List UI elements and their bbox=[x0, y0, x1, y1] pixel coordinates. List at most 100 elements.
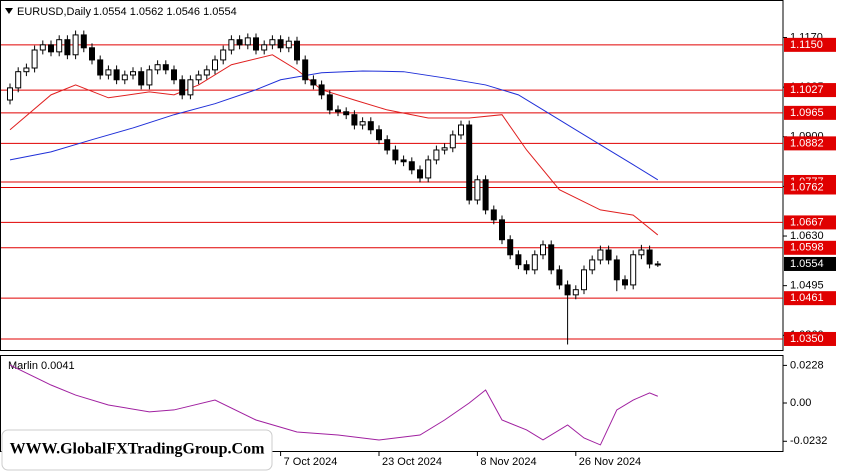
level-label: 1.0965 bbox=[790, 107, 824, 119]
candle-body bbox=[154, 64, 161, 71]
candle-body bbox=[408, 161, 415, 171]
candle-body bbox=[138, 71, 145, 86]
candle-body bbox=[581, 269, 587, 291]
watermark: WWW.GlobalFXTradingGroup.Com bbox=[10, 441, 266, 458]
candle-body bbox=[294, 40, 300, 61]
candle-body bbox=[654, 263, 661, 266]
candle-body bbox=[458, 124, 464, 136]
y-tick-label: 0.00 bbox=[790, 397, 811, 409]
candle-body bbox=[638, 249, 645, 256]
indicator-title: Marlin 0.0041 bbox=[8, 360, 75, 372]
candle-body bbox=[236, 39, 243, 46]
candle-body bbox=[261, 44, 268, 51]
candle-body bbox=[351, 114, 358, 126]
level-label: 1.0598 bbox=[790, 242, 824, 254]
candle-body bbox=[343, 111, 350, 116]
y-tick-label: 1.0630 bbox=[790, 230, 824, 242]
level-label-box bbox=[784, 37, 836, 52]
candle-body bbox=[605, 249, 612, 261]
candle-body bbox=[195, 74, 202, 81]
x-tick-label: 23 Oct 2024 bbox=[382, 456, 442, 468]
candle-body bbox=[244, 37, 251, 46]
candle-body bbox=[490, 209, 497, 221]
candle-body bbox=[613, 259, 620, 281]
candle-body bbox=[7, 87, 13, 101]
candle-body bbox=[162, 64, 169, 71]
level-label-box bbox=[784, 105, 836, 120]
candle-body bbox=[441, 147, 448, 151]
level-label: 1.0667 bbox=[790, 216, 824, 228]
candle-body bbox=[499, 219, 505, 241]
candle-body bbox=[449, 134, 456, 149]
candle-body bbox=[285, 40, 292, 49]
chart-title: EURUSD,Daily bbox=[17, 6, 91, 18]
candle-body bbox=[277, 39, 284, 49]
candle-body bbox=[400, 159, 407, 163]
candle-body bbox=[548, 244, 555, 271]
candle-body bbox=[572, 289, 579, 296]
candle-body bbox=[630, 254, 637, 286]
candle-body bbox=[318, 84, 325, 96]
candle-body bbox=[220, 49, 227, 61]
candle-body bbox=[433, 149, 440, 161]
candle-body bbox=[253, 37, 259, 51]
candle-body bbox=[417, 169, 423, 179]
candle-body bbox=[179, 79, 186, 96]
candle-body bbox=[531, 254, 538, 271]
level-label: 1.0461 bbox=[790, 292, 824, 304]
candle-body bbox=[326, 94, 333, 111]
x-tick-label: 26 Nov 2024 bbox=[579, 456, 641, 468]
menu-triangle bbox=[5, 8, 13, 14]
candle-body bbox=[622, 279, 628, 286]
candle-body bbox=[48, 44, 54, 53]
candle-body bbox=[359, 121, 366, 126]
main-panel bbox=[0, 0, 784, 351]
level-label-box bbox=[784, 180, 836, 195]
candle-body bbox=[113, 69, 120, 81]
candle-body bbox=[130, 71, 136, 76]
level-label-box bbox=[784, 83, 836, 98]
oscillator-line bbox=[9, 364, 658, 446]
candle-body bbox=[212, 59, 218, 71]
level-label: 1.0882 bbox=[790, 137, 824, 149]
candle-body bbox=[376, 129, 382, 141]
candle-body bbox=[203, 69, 210, 76]
level-label: 1.1150 bbox=[790, 39, 823, 51]
candle-body bbox=[187, 79, 194, 96]
candle-body bbox=[540, 244, 546, 256]
last-price-box bbox=[784, 256, 836, 271]
candle-body bbox=[39, 44, 46, 51]
level-label: 1.0762 bbox=[790, 181, 824, 193]
candle-body bbox=[482, 179, 489, 211]
candle-body bbox=[367, 121, 374, 131]
candle-body bbox=[121, 74, 128, 81]
candle-body bbox=[171, 69, 177, 81]
candle-body bbox=[64, 39, 71, 56]
candle-body bbox=[335, 109, 341, 113]
moving-average bbox=[9, 70, 659, 181]
y-tick-label: -0.0232 bbox=[790, 435, 827, 447]
candle-body bbox=[466, 124, 473, 201]
candle-body bbox=[56, 39, 63, 53]
candle-body bbox=[310, 79, 317, 86]
candle-body bbox=[515, 254, 522, 266]
y-tick-label: 0.0228 bbox=[790, 359, 824, 371]
ohlc-label: 1.0554 1.0562 1.0546 1.0554 bbox=[93, 6, 237, 18]
candle-body bbox=[507, 239, 514, 256]
candle-body bbox=[31, 49, 38, 69]
level-label: 1.0350 bbox=[790, 333, 824, 345]
watermark-box bbox=[1, 429, 273, 471]
candle-body bbox=[97, 59, 104, 76]
candle-body bbox=[474, 179, 481, 201]
candle-body bbox=[425, 159, 432, 179]
candle-body bbox=[646, 249, 653, 265]
level-label: 1.1027 bbox=[790, 84, 824, 96]
level-label-box bbox=[784, 215, 836, 230]
x-tick-label: 8 Nov 2024 bbox=[480, 456, 536, 468]
candle-body bbox=[80, 34, 87, 49]
candle-body bbox=[228, 39, 235, 51]
level-label-box bbox=[784, 240, 836, 255]
candle-body bbox=[105, 69, 112, 76]
